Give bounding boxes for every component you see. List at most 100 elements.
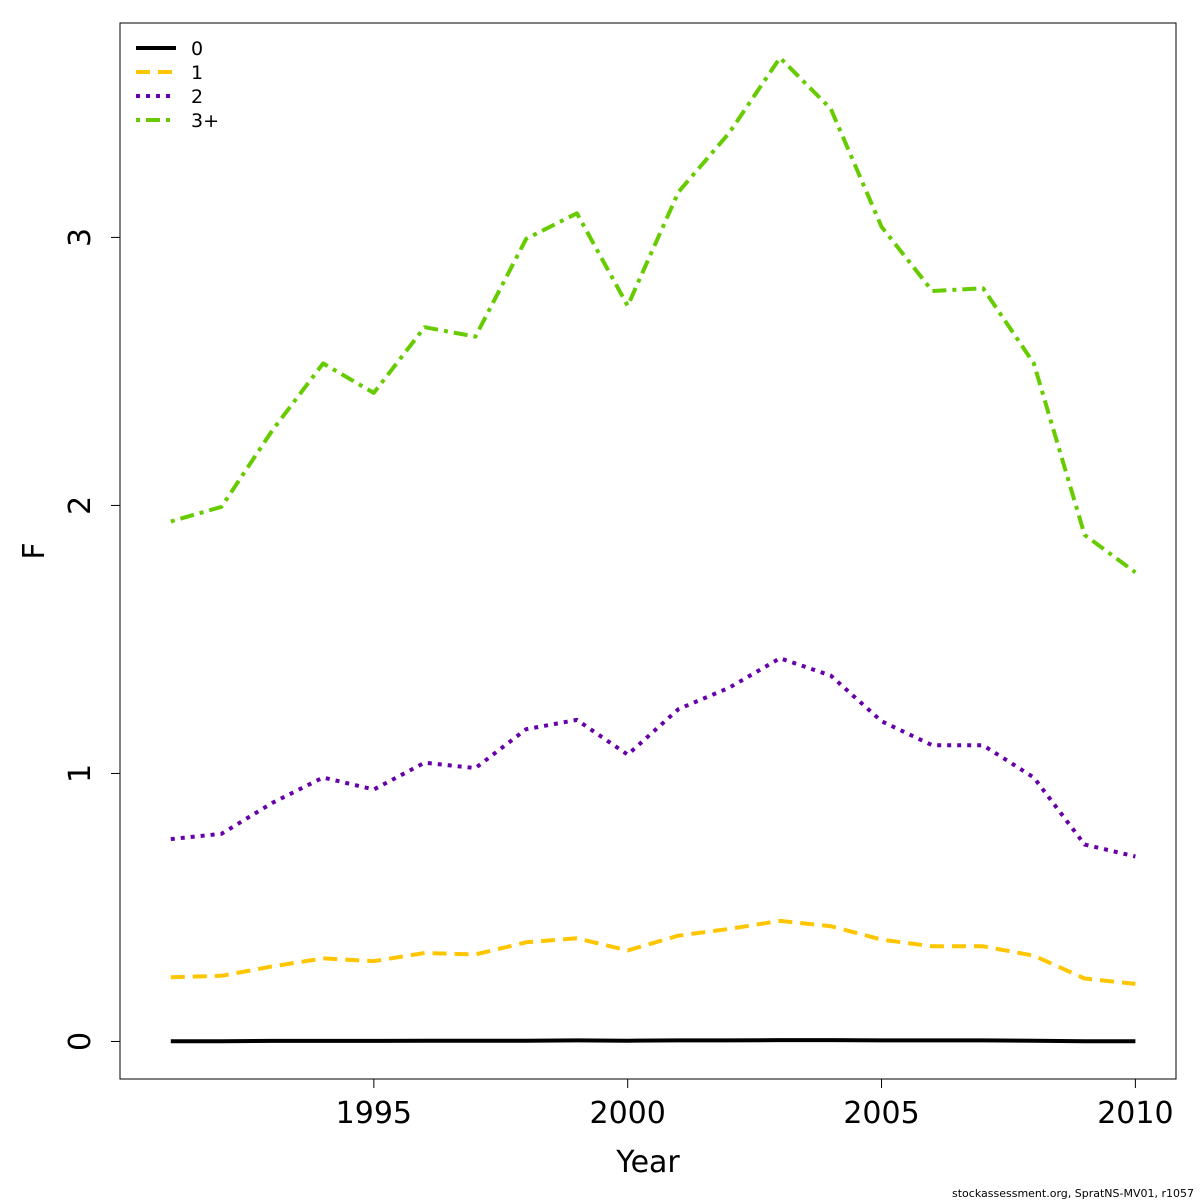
legend-label: 2 (191, 86, 203, 108)
y-tick-label: 0 (63, 1032, 98, 1051)
data-point (981, 944, 985, 948)
data-point (727, 131, 731, 135)
series-0 (169, 1038, 1136, 1044)
data-point (423, 1039, 427, 1043)
data-point (423, 951, 427, 955)
data-point (220, 505, 224, 509)
data-point (1133, 982, 1137, 986)
data-point (880, 719, 884, 723)
data-point (321, 956, 325, 960)
data-point (220, 974, 224, 978)
data-point (626, 753, 630, 757)
x-tick-label: 1995 (336, 1096, 412, 1131)
data-point (677, 1038, 681, 1042)
data-point (1083, 533, 1087, 537)
data-point (981, 286, 985, 290)
y-axis: 0 1 2 3 (63, 228, 120, 1051)
legend-item: 3+ (136, 110, 219, 132)
data-point (626, 1039, 630, 1043)
data-point (372, 391, 376, 395)
series-line (170, 55, 1137, 575)
y-tick-label: 1 (63, 764, 98, 783)
y-tick-label: 3 (63, 228, 98, 247)
x-tick-label: 2010 (1097, 1096, 1173, 1131)
data-point (423, 325, 427, 329)
series-3 (169, 55, 1137, 575)
series-2 (170, 656, 1137, 859)
data-point (677, 190, 681, 194)
series-line (170, 656, 1136, 859)
data-point (372, 788, 376, 792)
y-tick-label: 2 (63, 496, 98, 515)
data-point (169, 975, 173, 979)
data-point (930, 944, 934, 948)
series-1 (169, 918, 1137, 986)
data-point (880, 1038, 884, 1042)
legend-label: 3+ (191, 110, 219, 132)
data-point (880, 225, 884, 229)
legend-label: 0 (191, 38, 203, 60)
data-point (1032, 361, 1036, 365)
data-point (626, 948, 630, 952)
data-point (270, 801, 274, 805)
plot-frame (119, 22, 1177, 1080)
x-tick-label: 2000 (590, 1096, 666, 1131)
data-point (524, 727, 528, 731)
series-line (170, 1038, 1136, 1044)
data-point (220, 832, 224, 836)
data-point (321, 1039, 325, 1043)
data-point (372, 959, 376, 963)
legend-label: 1 (191, 62, 203, 84)
legend-item: 2 (136, 86, 203, 108)
data-point (372, 1039, 376, 1043)
data-point (930, 1038, 934, 1042)
legend-item: 0 (136, 38, 203, 60)
data-point (270, 964, 274, 968)
data-point (1133, 855, 1137, 859)
data-point (778, 919, 782, 923)
data-point (270, 428, 274, 432)
data-point (1083, 843, 1087, 847)
data-point (626, 304, 630, 308)
data-point (778, 656, 782, 660)
data-point (524, 237, 528, 241)
data-point (423, 761, 427, 765)
data-point (981, 1038, 985, 1042)
data-point (321, 776, 325, 780)
data-point (270, 1039, 274, 1043)
data-point (930, 289, 934, 293)
data-point (169, 520, 173, 524)
data-point (524, 940, 528, 944)
data-point (169, 1039, 173, 1043)
data-point (473, 1039, 477, 1043)
x-tick-label: 2005 (843, 1096, 919, 1131)
footer-credit: stockassessment.org, SpratNS-MV01, r1057 (952, 1187, 1194, 1200)
legend-item: 1 (136, 62, 203, 84)
data-point (1032, 1039, 1036, 1043)
x-axis-title: Year (615, 1145, 680, 1180)
data-point (677, 934, 681, 938)
data-point (778, 56, 782, 60)
data-point (981, 743, 985, 747)
data-point (473, 952, 477, 956)
series-line (170, 918, 1136, 986)
data-point (829, 674, 833, 678)
data-point (727, 686, 731, 690)
data-point (778, 1038, 782, 1042)
data-point (1032, 776, 1036, 780)
data-point (575, 936, 579, 940)
data-point (727, 1038, 731, 1042)
series-layer (169, 55, 1137, 1044)
data-point (829, 107, 833, 111)
data-point (930, 743, 934, 747)
data-point (829, 1038, 833, 1042)
data-point (220, 1039, 224, 1043)
data-point (473, 335, 477, 339)
data-point (524, 1039, 528, 1043)
data-point (575, 718, 579, 722)
data-point (575, 211, 579, 215)
data-point (1083, 1039, 1087, 1043)
data-point (1133, 570, 1137, 574)
